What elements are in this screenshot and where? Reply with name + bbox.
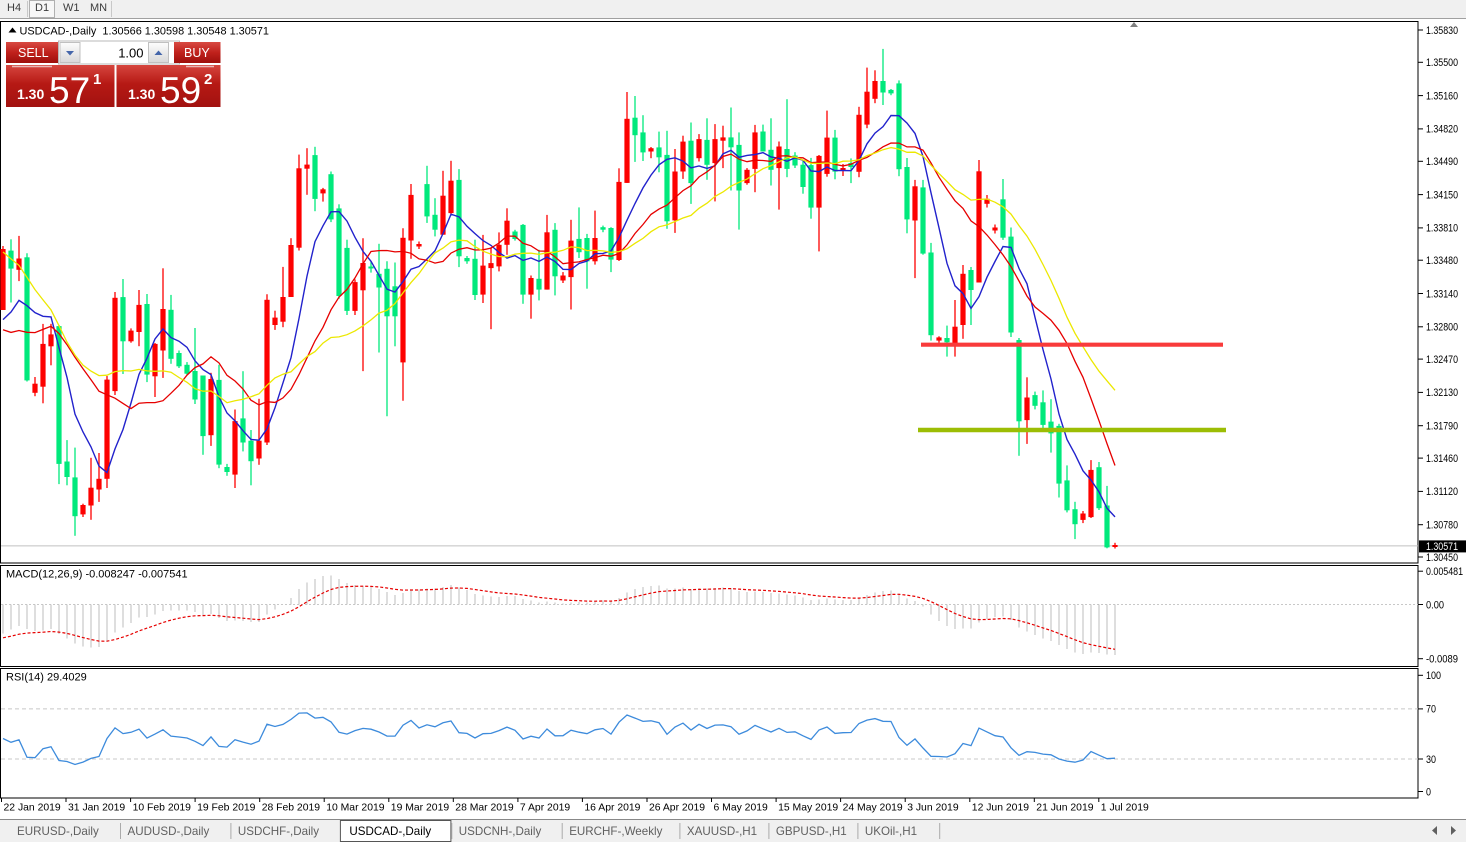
svg-text:7 Apr 2019: 7 Apr 2019 [520,803,570,814]
svg-text:AUDUSD-,Daily: AUDUSD-,Daily [128,825,210,838]
svg-text:6 May 2019: 6 May 2019 [714,803,769,814]
svg-text:1.34490: 1.34490 [1426,156,1458,168]
svg-text:0.00: 0.00 [1426,599,1444,611]
svg-text:USDCNH-,Daily: USDCNH-,Daily [459,825,542,838]
svg-text:1.32800: 1.32800 [1426,322,1458,334]
svg-text:1.31120: 1.31120 [1426,486,1458,498]
svg-text:28 Feb 2019: 28 Feb 2019 [262,803,321,814]
svg-text:3 Jun 2019: 3 Jun 2019 [907,803,959,814]
svg-text:USDCHF-,Daily: USDCHF-,Daily [238,825,319,838]
svg-text:RSI(14) 29.4029: RSI(14) 29.4029 [6,672,87,684]
svg-text:USDCAD-,Daily: USDCAD-,Daily [349,825,431,838]
svg-text:1.31460: 1.31460 [1426,453,1458,465]
svg-text:USDCAD-,Daily 1.30566 1.30598: USDCAD-,Daily 1.30566 1.30598 1.30548 1.… [20,25,269,37]
svg-text:1.33810: 1.33810 [1426,223,1458,235]
svg-text:1.30: 1.30 [17,86,44,102]
svg-text:H4: H4 [7,2,21,14]
svg-text:0.005481: 0.005481 [1426,566,1463,578]
svg-text:70: 70 [1426,704,1436,716]
svg-text:1.34820: 1.34820 [1426,124,1458,136]
svg-text:15 May 2019: 15 May 2019 [778,803,838,814]
svg-text:1.31790: 1.31790 [1426,421,1458,433]
svg-text:1.00: 1.00 [118,46,143,61]
svg-text:1.35830: 1.35830 [1426,25,1458,37]
svg-text:SELL: SELL [18,46,49,60]
svg-text:30: 30 [1426,754,1436,766]
svg-text:10 Mar 2019: 10 Mar 2019 [326,803,385,814]
svg-text:1: 1 [93,71,101,88]
svg-text:1.32470: 1.32470 [1426,354,1458,366]
svg-text:1.30450: 1.30450 [1426,552,1458,564]
svg-text:100: 100 [1426,670,1441,682]
svg-text:GBPUSD-,H1: GBPUSD-,H1 [776,825,847,838]
svg-text:59: 59 [160,70,201,111]
svg-text:1.30: 1.30 [128,86,155,102]
svg-text:W1: W1 [63,2,80,14]
svg-text:28 Mar 2019: 28 Mar 2019 [455,803,514,814]
svg-text:19 Mar 2019: 19 Mar 2019 [391,803,450,814]
svg-text:1.30571: 1.30571 [1426,541,1458,553]
svg-text:UKOil-,H1: UKOil-,H1 [865,825,917,838]
svg-text:0: 0 [1426,786,1431,798]
svg-text:16 Apr 2019: 16 Apr 2019 [584,803,640,814]
svg-text:57: 57 [49,70,90,111]
svg-text:XAUUSD-,H1: XAUUSD-,H1 [687,825,757,838]
svg-text:1.34150: 1.34150 [1426,189,1458,201]
svg-text:31 Jan 2019: 31 Jan 2019 [68,803,125,814]
svg-text:1.35160: 1.35160 [1426,90,1458,102]
svg-text:12 Jun 2019: 12 Jun 2019 [972,803,1029,814]
svg-text:MACD(12,26,9) -0.008247 -0.007: MACD(12,26,9) -0.008247 -0.007541 [6,569,188,581]
svg-text:1 Jul 2019: 1 Jul 2019 [1101,803,1149,814]
svg-text:1.32130: 1.32130 [1426,387,1458,399]
svg-text:22 Jan 2019: 22 Jan 2019 [4,803,61,814]
svg-text:-0.0089: -0.0089 [1426,654,1458,666]
svg-text:2: 2 [204,71,212,88]
svg-text:19 Feb 2019: 19 Feb 2019 [197,803,256,814]
svg-text:D1: D1 [35,2,49,14]
svg-text:21 Jun 2019: 21 Jun 2019 [1036,803,1093,814]
svg-text:26 Apr 2019: 26 Apr 2019 [649,803,705,814]
svg-text:10 Feb 2019: 10 Feb 2019 [133,803,192,814]
svg-text:1.33140: 1.33140 [1426,288,1458,300]
svg-text:24 May 2019: 24 May 2019 [843,803,903,814]
svg-text:1.30780: 1.30780 [1426,520,1458,532]
svg-text:1.35500: 1.35500 [1426,57,1458,69]
svg-text:EURUSD-,Daily: EURUSD-,Daily [17,825,99,838]
svg-text:1.33480: 1.33480 [1426,255,1458,267]
svg-text:BUY: BUY [184,46,210,60]
svg-text:EURCHF-,Weekly: EURCHF-,Weekly [569,825,662,838]
svg-text:MN: MN [90,2,107,14]
